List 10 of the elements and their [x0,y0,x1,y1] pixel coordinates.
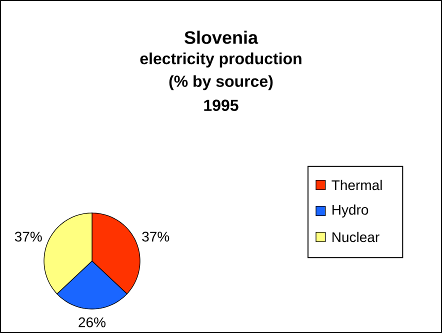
text: 1995 [204,100,238,111]
data-label: 37% [14,232,42,242]
chart-subtitle: electricity production [140,52,302,68]
legend-label: Nuclear [332,232,380,242]
legend-label: Hydro [332,204,368,218]
data-label: 26% [78,317,106,328]
legend-label: Thermal [332,180,382,190]
data-label: 37% [142,232,170,242]
text: (% by source) [169,75,273,90]
chart-title: Slovenia [184,30,258,44]
